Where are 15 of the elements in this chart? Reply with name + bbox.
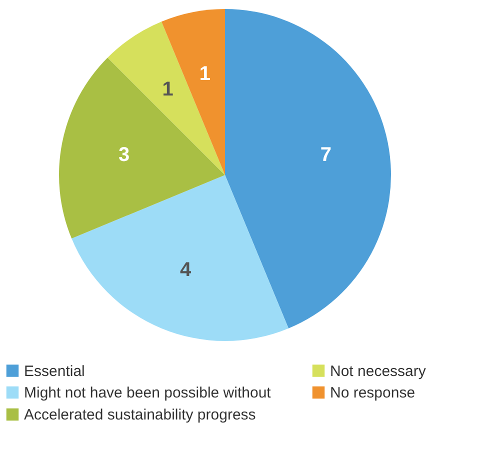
data-label: 1 xyxy=(199,63,210,86)
legend-label: Accelerated sustainability progress xyxy=(24,406,256,424)
legend-label: Essential xyxy=(24,362,85,380)
pie-slice xyxy=(161,9,225,175)
pie-slice xyxy=(108,22,225,175)
data-label: 3 xyxy=(118,144,130,166)
legend-label: No response xyxy=(330,384,416,402)
legend-label: Not necessary xyxy=(330,362,426,380)
pie-slice xyxy=(72,175,289,341)
pie-slice xyxy=(59,58,225,239)
data-label: 4 xyxy=(180,259,192,282)
legend-label: Might not have been possible without xyxy=(24,384,272,402)
data-label: 1 xyxy=(162,78,174,100)
pie-slice xyxy=(225,9,391,328)
data-label: 7 xyxy=(320,144,332,166)
